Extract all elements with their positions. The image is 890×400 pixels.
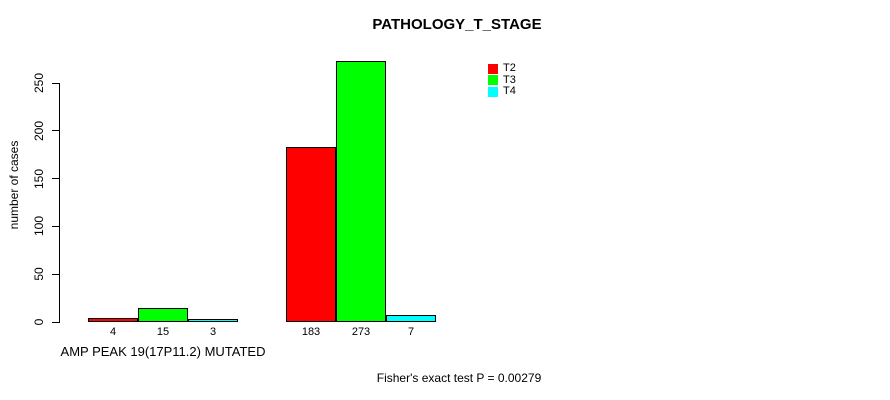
y-tick-label: 100 xyxy=(32,216,46,237)
bar-value-label: 3 xyxy=(209,326,217,338)
bar-value-label: 4 xyxy=(109,326,117,338)
y-tick-mark xyxy=(52,178,59,180)
bar-t4-group1 xyxy=(188,319,238,322)
y-tick-mark xyxy=(52,82,59,84)
bar-t3-group2 xyxy=(336,61,386,322)
legend-label: T3 xyxy=(503,73,516,86)
y-axis-title: number of cases xyxy=(7,140,21,230)
y-tick-mark xyxy=(52,225,59,227)
y-axis-line xyxy=(59,83,60,323)
y-tick-mark xyxy=(52,273,59,275)
bar-value-label: 183 xyxy=(301,326,321,338)
bar-t4-group2 xyxy=(386,315,436,322)
legend-label: T2 xyxy=(503,62,516,75)
y-tick-label: 0 xyxy=(32,318,46,326)
y-tick-mark xyxy=(52,321,59,323)
y-tick-label: 150 xyxy=(32,168,46,189)
legend-swatch-t3 xyxy=(488,75,498,86)
legend-row-t3: T3 xyxy=(488,73,516,87)
y-tick-label: 250 xyxy=(32,72,46,94)
y-tick-label: 50 xyxy=(32,267,46,281)
fisher-test-footnote: Fisher's exact test P = 0.00279 xyxy=(376,371,542,385)
bar-t3-group1 xyxy=(138,308,188,322)
legend-row-t4: T4 xyxy=(488,86,516,98)
y-tick-mark xyxy=(52,130,59,132)
legend-row-t2: T2 xyxy=(488,63,516,75)
bar-t2-group1 xyxy=(88,318,138,322)
bar-value-label: 15 xyxy=(156,326,170,338)
y-tick-label: 200 xyxy=(32,120,46,141)
bar-value-label: 7 xyxy=(407,326,415,338)
legend-swatch-t4 xyxy=(488,86,498,97)
x-group-label: AMP PEAK 19(17P11.2) MUTATED xyxy=(60,344,266,359)
legend-swatch-t2 xyxy=(488,63,498,74)
chart-title: PATHOLOGY_T_STAGE xyxy=(372,16,542,33)
legend: T2 T3 T4 xyxy=(488,63,516,98)
legend-label: T4 xyxy=(503,85,516,98)
bar-value-label: 273 xyxy=(351,326,371,338)
bar-t2-group2 xyxy=(286,147,336,322)
